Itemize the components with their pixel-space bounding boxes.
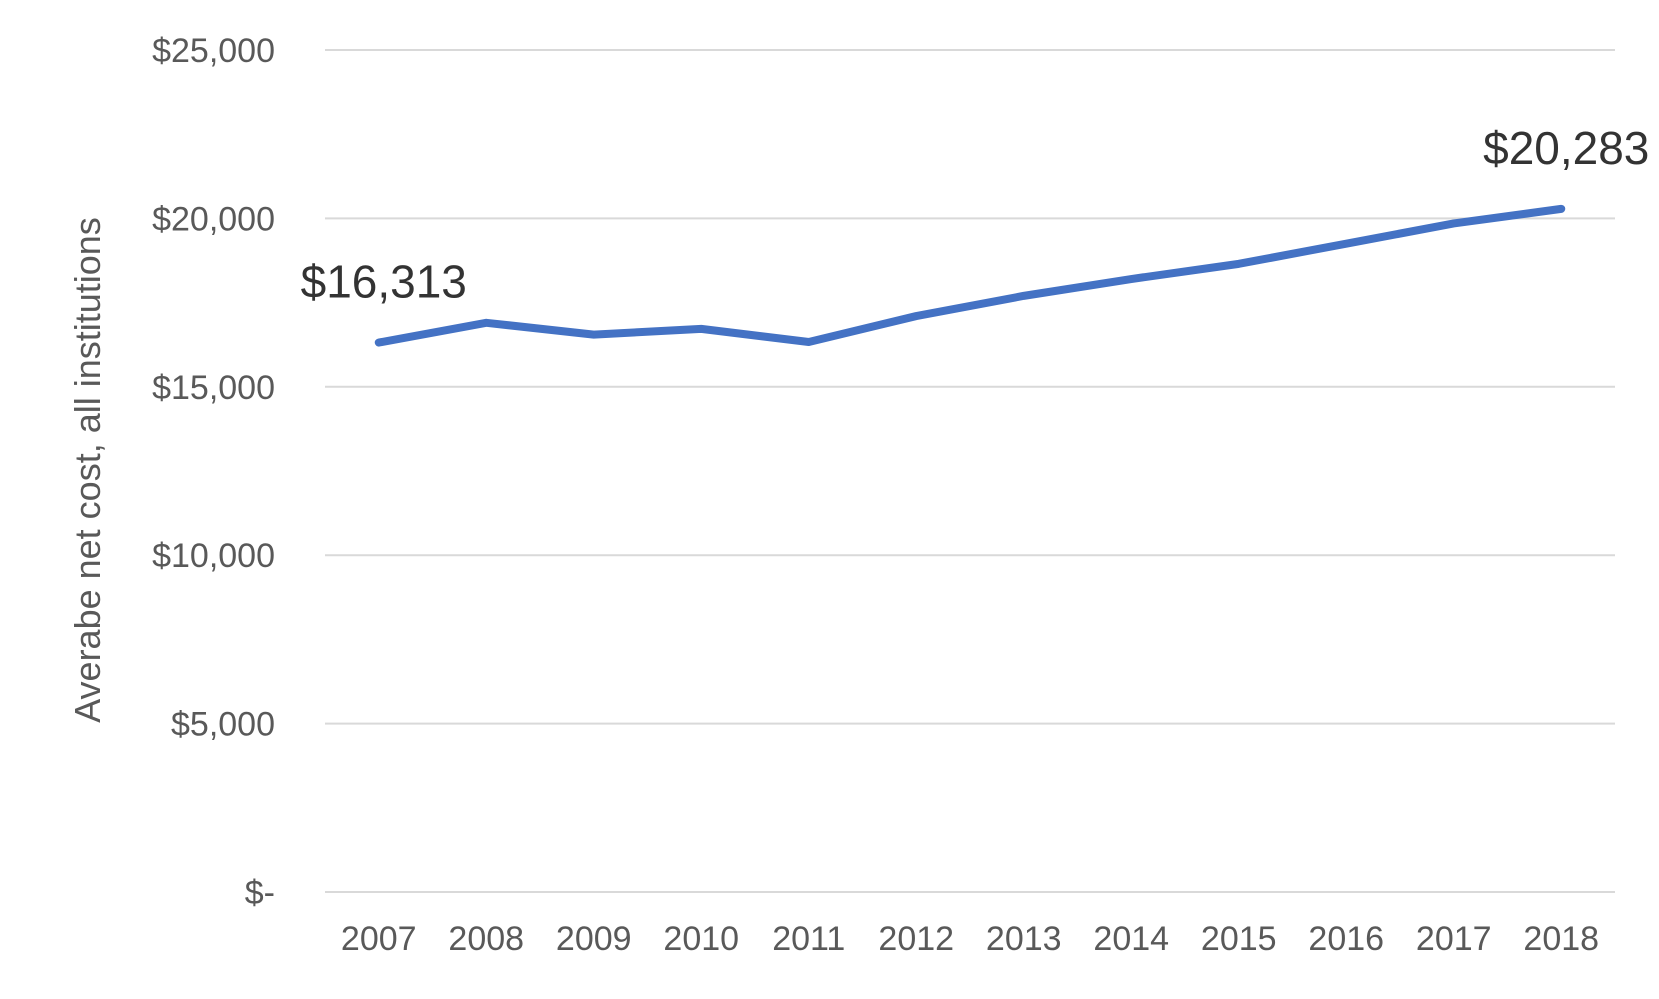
gridlines	[325, 49, 1615, 893]
x-tick-label: 2010	[663, 920, 739, 958]
y-tick-label: $5,000	[171, 706, 275, 744]
x-tick-label: 2016	[1308, 920, 1384, 958]
series-lines	[374, 204, 1566, 347]
x-tick-label: 2015	[1201, 920, 1277, 958]
data-labels: $16,313 $20,283	[301, 122, 1650, 308]
x-axis-ticks: 2007 2008 2009 2010 2011 2012 2013 2014 2015 2016…	[341, 920, 1599, 958]
x-tick-label: 2011	[772, 920, 845, 958]
y-tick-label: $-	[245, 874, 275, 912]
series-line	[374, 204, 1566, 347]
x-tick-label: 2008	[448, 920, 524, 958]
x-tick-label: 2007	[341, 920, 417, 958]
data-label: $16,313	[301, 256, 467, 308]
y-tick-label: $20,000	[152, 200, 275, 238]
x-tick-label: 2018	[1523, 920, 1599, 958]
data-label: $20,283	[1483, 122, 1649, 174]
x-tick-label: 2013	[986, 920, 1062, 958]
y-tick-label: $10,000	[152, 537, 275, 575]
y-axis-ticks: $- $5,000 $10,000 $15,000 $20,000 $25,000	[152, 32, 275, 912]
y-tick-label: $25,000	[152, 32, 275, 70]
x-tick-label: 2014	[1093, 920, 1169, 958]
x-tick-label: 2012	[878, 920, 954, 958]
y-axis-title: Averabe net cost, all institutions	[67, 217, 108, 723]
x-tick-label: 2009	[556, 920, 632, 958]
x-tick-label: 2017	[1416, 920, 1492, 958]
y-tick-label: $15,000	[152, 369, 275, 407]
